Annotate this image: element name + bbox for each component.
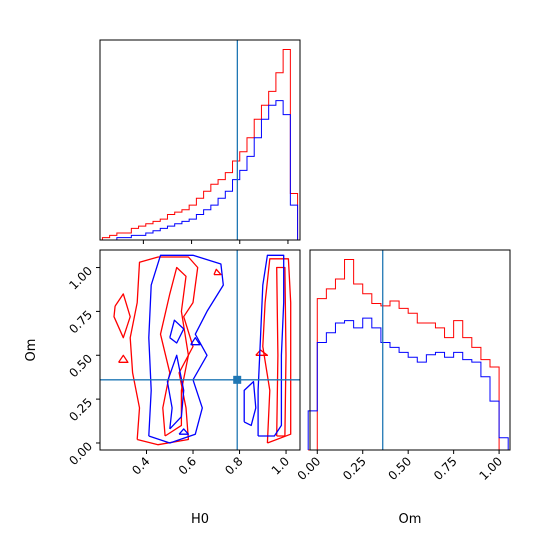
x-axis-label-om: Om xyxy=(399,512,422,527)
h0-om-contour-plot xyxy=(100,250,300,450)
om-ytick-label-3: 0.50 xyxy=(66,351,95,380)
om-ytick-label-1: 0.00 xyxy=(66,439,95,468)
om-histogram-frame xyxy=(309,249,511,451)
h0-xtick-label-2: 0.6 xyxy=(176,454,199,477)
om-ytick-label-2: 0.25 xyxy=(66,395,95,424)
om-xtick-label-1: 0.00 xyxy=(295,454,324,483)
om-hist-series-1 xyxy=(308,259,509,451)
contour-series-1-level-7 xyxy=(255,349,269,356)
h0-histogram-frame xyxy=(99,39,301,241)
h0-xtick-label-3: 0.8 xyxy=(222,454,245,477)
contour-series-1-level-2 xyxy=(159,266,190,437)
h0-xtick-label-4: 1.0 xyxy=(269,454,292,477)
om-ytick-label-4: 0.75 xyxy=(66,308,95,337)
om-xtick-label-3: 0.50 xyxy=(386,454,415,483)
om-xtick-label-4: 0.75 xyxy=(431,454,460,483)
contour-series-2-level-6 xyxy=(178,428,190,435)
contour-series-2-level-7 xyxy=(190,337,201,346)
h0-om-contour-panel: 0.4 0.6 0.8 1.0 0.00 0.25 0.50 0.75 1.00 H0 Om xyxy=(24,249,301,527)
h0-hist-series-2 xyxy=(102,100,299,241)
om-histogram-ticks: 0.00 0.25 0.50 0.75 1.00 xyxy=(295,450,505,483)
om-hist-series-2 xyxy=(307,317,509,450)
h0-histogram-plot xyxy=(101,40,299,241)
y-axis-label-om: Om xyxy=(24,339,39,362)
contour-series-1-level-1 xyxy=(129,256,199,446)
h0-hist-series-1 xyxy=(101,49,299,240)
contour-series-1-level-5 xyxy=(113,293,131,339)
h0-xtick-label-1: 0.4 xyxy=(129,454,152,477)
h0-om-contour-frame xyxy=(99,249,301,451)
contour-series-2-level-4 xyxy=(257,254,285,437)
h0-histogram-ticks xyxy=(142,240,289,244)
contour-lines-group xyxy=(100,250,300,450)
contour-series-2-level-2 xyxy=(166,354,185,430)
om-xtick-label-2: 0.25 xyxy=(340,454,369,483)
om-ytick-label-5: 1.00 xyxy=(66,264,95,293)
om-histogram-panel: 0.00 0.25 0.50 0.75 1.00 Om xyxy=(295,249,511,527)
contour-series-1-level-3 xyxy=(262,258,292,444)
x-axis-label-h0: H0 xyxy=(191,512,209,527)
contour-series-1-level-4 xyxy=(276,266,287,437)
contour-series-2-level-3 xyxy=(169,319,185,344)
om-xtick-label-5: 1.00 xyxy=(476,454,505,483)
h0-histogram-panel xyxy=(99,39,301,244)
contour-series-1-level-6 xyxy=(118,354,129,363)
contour-series-2-level-5 xyxy=(243,380,257,427)
truth-marker xyxy=(233,375,242,384)
contour-series-2-level-1 xyxy=(148,254,224,444)
contour-series-1-level-8 xyxy=(213,268,222,276)
om-histogram-plot xyxy=(307,250,509,451)
